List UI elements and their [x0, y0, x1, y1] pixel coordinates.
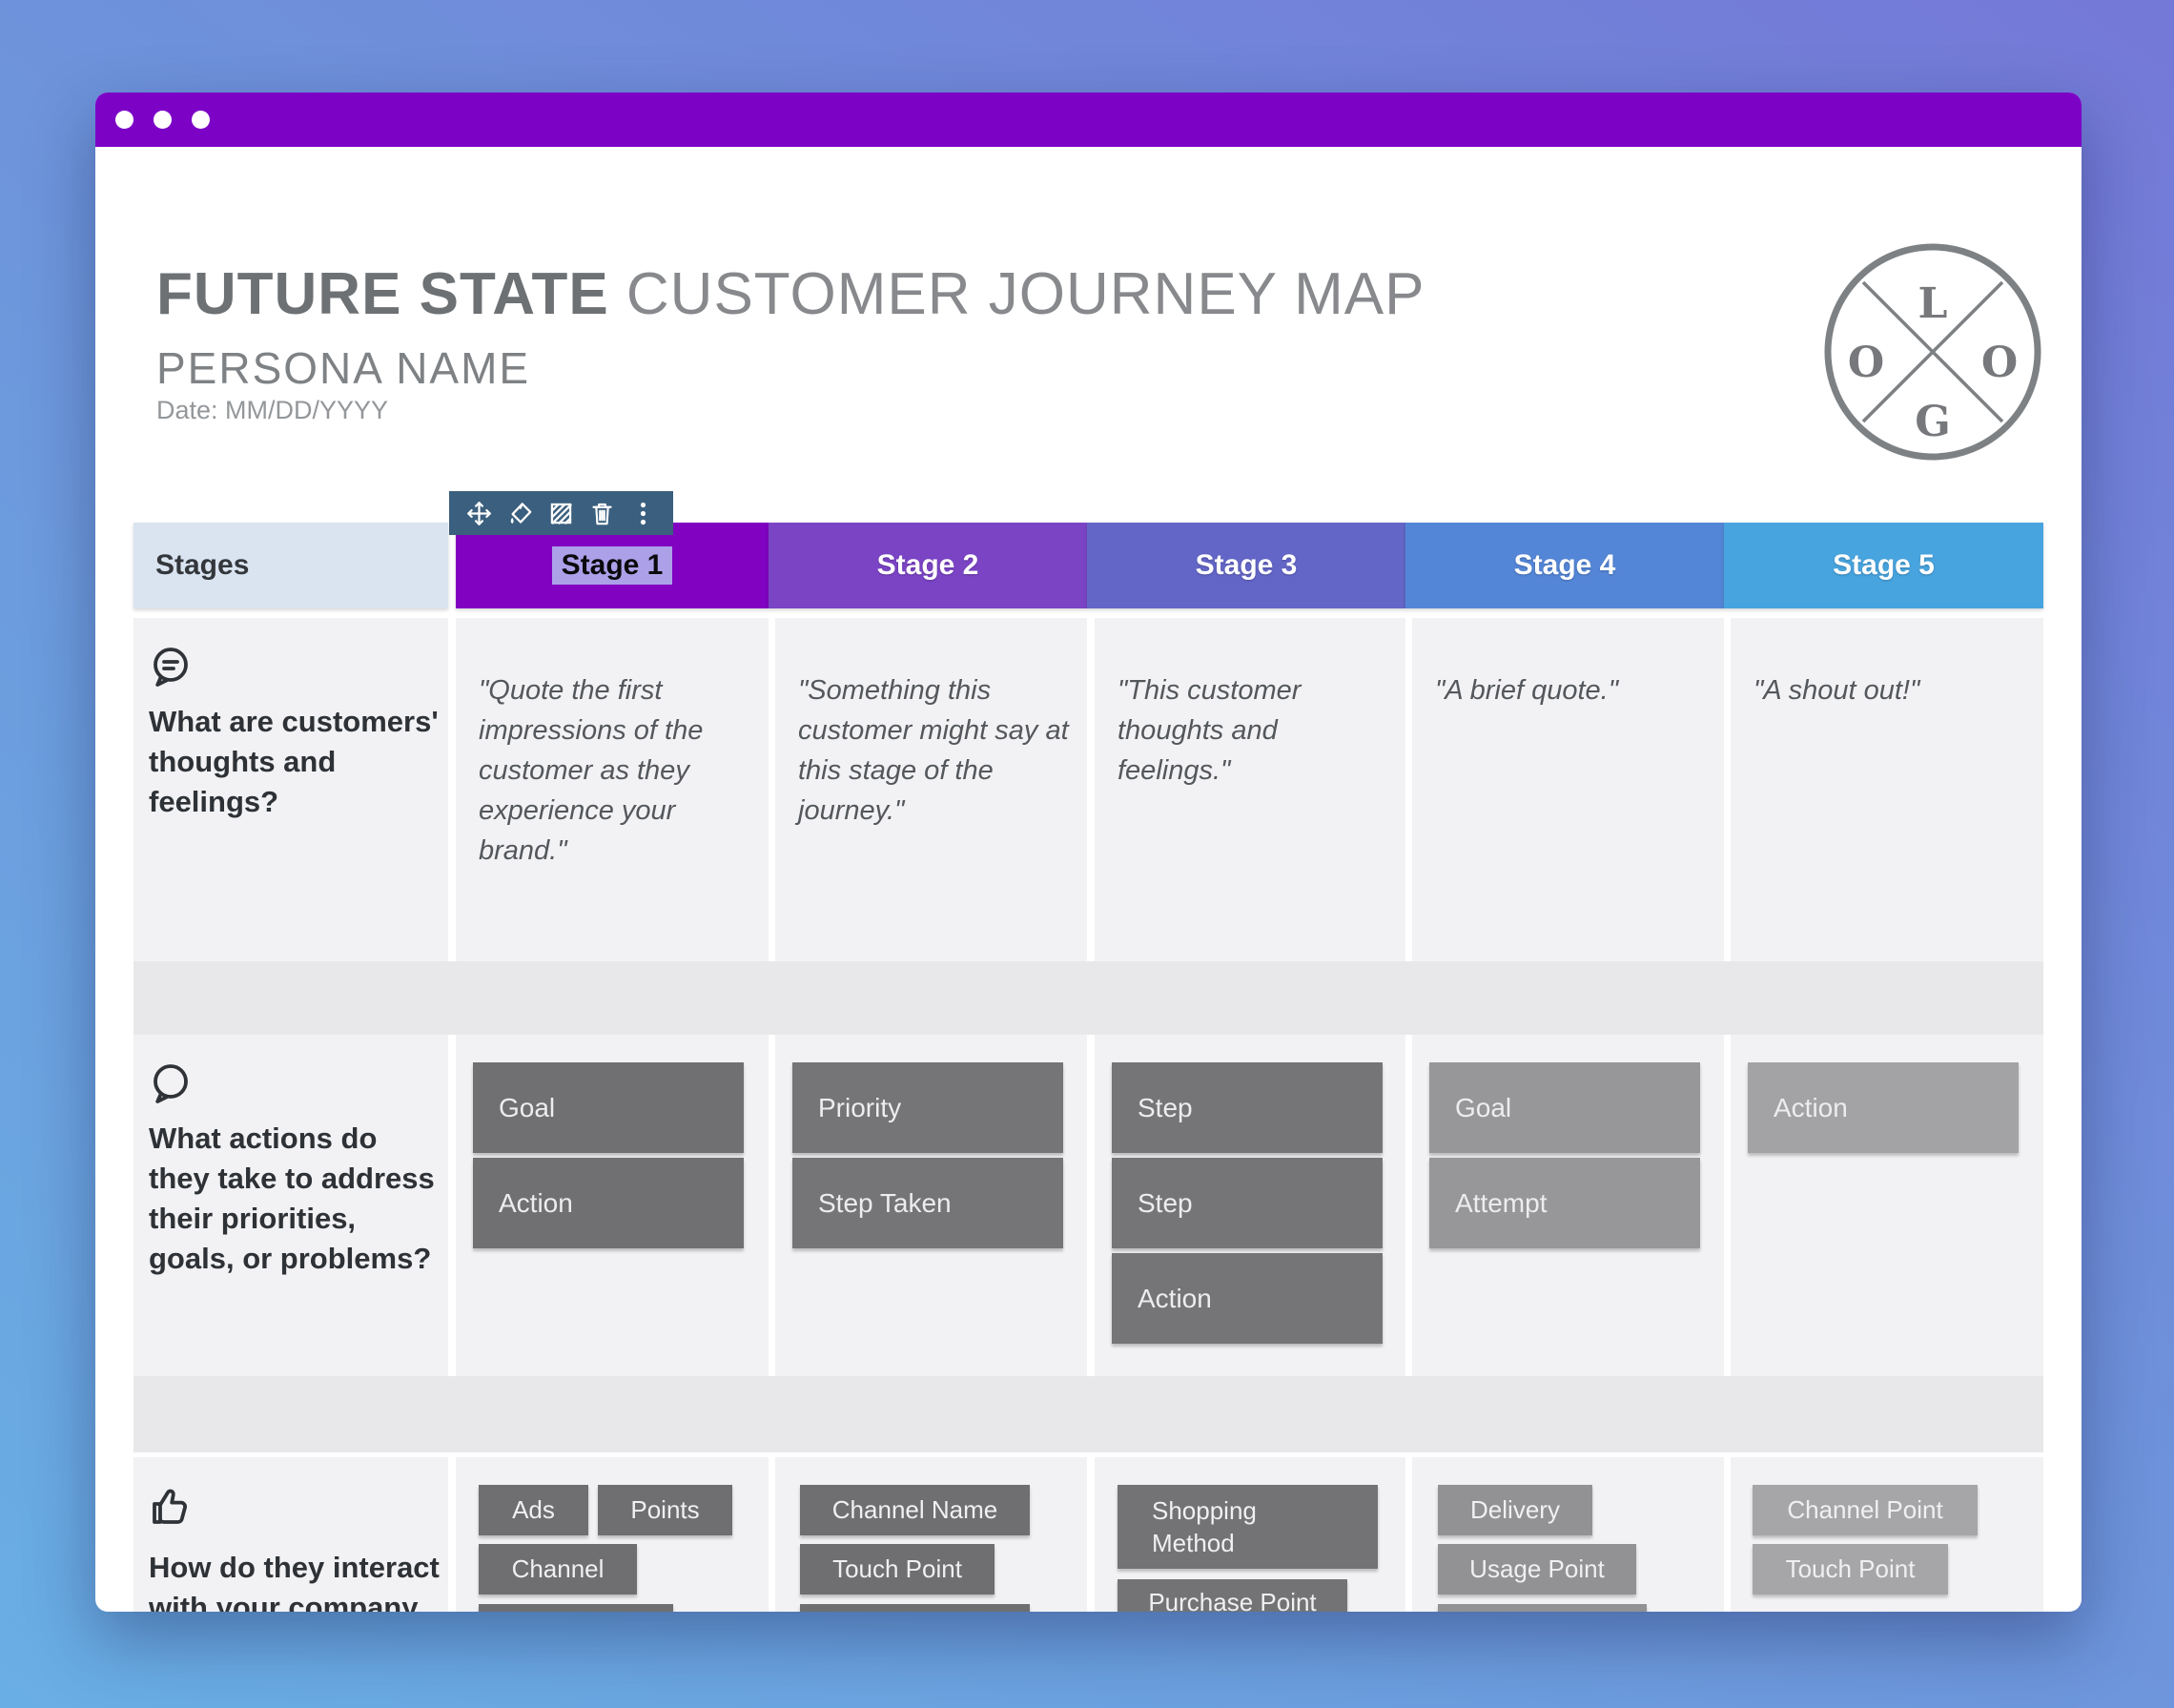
speech-bubble-icon[interactable]: [148, 1061, 194, 1107]
actions-cell-stage-1: Goal Action: [456, 1035, 769, 1376]
window-titlebar: [95, 93, 2082, 147]
actions-cell-stage-5: Action: [1731, 1035, 2043, 1376]
page-title[interactable]: FUTURE STATE CUSTOMER JOURNEY MAP: [156, 260, 1425, 328]
stage-4-header[interactable]: Stage 4: [1405, 523, 1724, 608]
stage-5-label: Stage 5: [1833, 549, 1935, 581]
interact-cell-stage-1: Ads Points Channel: [456, 1457, 769, 1612]
shape-box-clipped[interactable]: [479, 1604, 673, 1612]
logo-letter-bottom: G: [1915, 398, 1951, 446]
fill-pattern-icon[interactable]: [548, 501, 574, 526]
shape-box[interactable]: Action: [473, 1158, 744, 1248]
logo-circle: [1824, 243, 2041, 461]
actions-cell-stage-3: Step Step Action: [1095, 1035, 1405, 1376]
shape-toolbar: [449, 491, 673, 535]
shape-box[interactable]: Goal: [473, 1062, 744, 1153]
interact-cell-stage-5: Channel Point Touch Point: [1731, 1457, 2043, 1612]
quote-cell-stage-5: "A shout out!": [1731, 618, 2043, 961]
quote-text[interactable]: "Something this customer might say at th…: [798, 675, 1069, 826]
shape-box[interactable]: Goal: [1429, 1062, 1700, 1153]
date-label[interactable]: Date: MM/DD/YYYY: [156, 396, 389, 424]
question-cell-actions: What actions do they take to address the…: [133, 1035, 448, 1376]
delete-icon[interactable]: [589, 501, 615, 526]
shape-box[interactable]: Action: [1748, 1062, 2019, 1153]
logo-x-lines: [1861, 280, 2004, 423]
question-cell-thoughts: What are customers' thoughts and feeling…: [133, 618, 448, 961]
logo-letter-top: L: [1918, 279, 1948, 328]
question-text-thoughts[interactable]: What are customers' thoughts and feeling…: [149, 705, 439, 818]
fill-color-icon[interactable]: [507, 501, 533, 526]
stages-header-label: Stages: [155, 549, 250, 581]
shape-box[interactable]: Action: [1112, 1253, 1383, 1344]
question-text-actions[interactable]: What actions do they take to address the…: [149, 1122, 435, 1275]
more-options-icon[interactable]: [630, 501, 656, 526]
quote-text[interactable]: "This customer thoughts and feelings.": [1118, 675, 1302, 786]
thumbs-up-icon[interactable]: [148, 1484, 194, 1530]
row-divider: [133, 1376, 2043, 1452]
logo-letter-left: O: [1848, 339, 1884, 387]
quote-cell-stage-4: "A brief quote.": [1412, 618, 1724, 961]
shape-box[interactable]: Step Taken: [792, 1158, 1063, 1248]
shape-box[interactable]: Step: [1112, 1158, 1383, 1248]
interact-cell-stage-4: Delivery Usage Point: [1412, 1457, 1724, 1612]
logo-letter-right: O: [1981, 339, 2018, 387]
shape-box[interactable]: Delivery: [1438, 1485, 1592, 1535]
stage-3-label: Stage 3: [1195, 549, 1298, 581]
persona-name[interactable]: PERSONA NAME: [156, 343, 531, 393]
stages-header-cell[interactable]: Stages: [133, 523, 448, 608]
actions-cell-stage-2: Priority Step Taken: [775, 1035, 1087, 1376]
window-control-dot[interactable]: [154, 111, 172, 129]
stage-1-label-editing[interactable]: Stage 1: [551, 546, 673, 585]
quote-cell-stage-2: "Something this customer might say at th…: [775, 618, 1087, 961]
quote-text[interactable]: "Quote the first impressions of the cust…: [479, 675, 704, 866]
shape-box[interactable]: Purchase Point: [1118, 1579, 1347, 1612]
question-text-interact[interactable]: How do they interact with your company: [149, 1551, 440, 1612]
quote-text[interactable]: "A shout out!": [1754, 675, 1920, 706]
shape-box-clipped[interactable]: [800, 1604, 1030, 1612]
title-light: CUSTOMER JOURNEY MAP: [608, 261, 1425, 327]
logo-placeholder[interactable]: L O O G: [1818, 237, 2047, 466]
quote-cell-stage-3: "This customer thoughts and feelings.": [1095, 618, 1405, 961]
actions-cell-stage-4: Goal Attempt: [1412, 1035, 1724, 1376]
shape-box-clipped[interactable]: [1438, 1604, 1647, 1612]
shape-box[interactable]: Attempt: [1429, 1158, 1700, 1248]
interact-cell-stage-3: Shopping Method Purchase Point: [1095, 1457, 1405, 1612]
shape-box[interactable]: Channel Name: [800, 1485, 1030, 1535]
shape-box[interactable]: Priority: [792, 1062, 1063, 1153]
shape-box[interactable]: Touch Point: [800, 1544, 995, 1595]
stage-2-label: Stage 2: [876, 549, 979, 581]
shape-box[interactable]: Channel Point: [1753, 1485, 1978, 1535]
stage-4-label: Stage 4: [1513, 549, 1616, 581]
stage-1-header[interactable]: Stage 1: [456, 523, 769, 608]
speech-bubble-lines-icon[interactable]: [148, 645, 194, 690]
stage-2-header[interactable]: Stage 2: [769, 523, 1087, 608]
shape-box[interactable]: Shopping Method: [1118, 1485, 1378, 1569]
move-icon[interactable]: [466, 501, 492, 526]
window-control-dot[interactable]: [192, 111, 210, 129]
quote-cell-stage-1: "Quote the first impressions of the cust…: [456, 618, 769, 961]
shape-box[interactable]: Step: [1112, 1062, 1383, 1153]
app-window: FUTURE STATE CUSTOMER JOURNEY MAP PERSON…: [95, 93, 2082, 1612]
window-control-dot[interactable]: [115, 111, 133, 129]
row-divider: [133, 961, 2043, 1035]
shape-box[interactable]: Touch Point: [1753, 1544, 1948, 1595]
stage-3-header[interactable]: Stage 3: [1087, 523, 1405, 608]
title-bold: FUTURE STATE: [156, 261, 609, 327]
interact-cell-stage-2: Channel Name Touch Point: [775, 1457, 1087, 1612]
shape-box[interactable]: Points: [598, 1485, 732, 1535]
stage-5-header[interactable]: Stage 5: [1724, 523, 2043, 608]
quote-text[interactable]: "A brief quote.": [1435, 675, 1619, 706]
shape-box[interactable]: Usage Point: [1438, 1544, 1636, 1595]
question-cell-interact: How do they interact with your company: [133, 1457, 448, 1612]
shape-box[interactable]: Channel: [479, 1544, 637, 1595]
shape-box[interactable]: Ads: [479, 1485, 588, 1535]
